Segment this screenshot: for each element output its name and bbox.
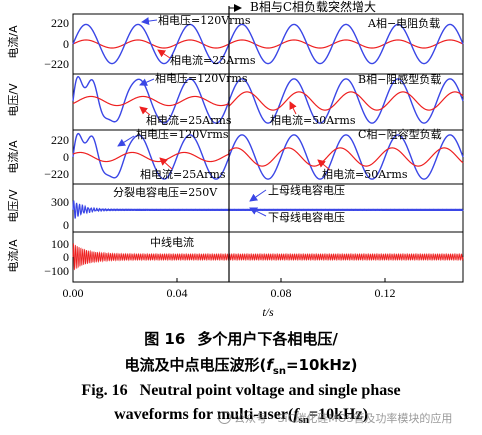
ytick-d-300: 300 — [51, 195, 69, 209]
caption-cn-f: f — [266, 356, 273, 374]
annotation-b-current-before: 相电流=25Arms — [146, 113, 232, 127]
annotation-c-voltage: 相电压=120Vrms — [136, 128, 229, 141]
xtick-label-1: 0.04 — [167, 286, 188, 300]
arrow-c-current-before — [159, 157, 173, 170]
panel-label-b: B相−阻感型负载 — [358, 72, 441, 86]
ylabel-a-phase: 电流/A — [6, 25, 20, 59]
arrow-c-current-after — [317, 159, 331, 171]
series-d-bus-voltage — [72, 200, 464, 219]
ytick-e-100: 100 — [51, 237, 69, 251]
waveform-figure: 电流/A 电压/V 电流/A 电压/V 电流/A 220 0 −220 相电压=… — [6, 0, 464, 319]
caption-en-line1: Fig. 16 Neutral point voltage and single … — [0, 382, 482, 400]
arrow-c-voltage — [117, 135, 135, 147]
arrow-b-current-before — [139, 106, 151, 116]
arrow-b-current-after — [289, 101, 297, 115]
arrow-d-upper — [249, 189, 267, 202]
panel-c-phase: 220 0 −220 相电压=120Vrms 相电流=25Arms 相电流=50… — [44, 127, 464, 185]
ylabel-b-phase: 电压/V — [7, 83, 20, 117]
caption-cn-sub: sn — [272, 366, 286, 377]
caption-cn-pre: 电流及中点电压波形( — [124, 356, 267, 374]
ylabel-neutral-current: 电流/A — [6, 239, 20, 273]
series-a-current — [72, 39, 464, 49]
series-b-current — [72, 91, 464, 111]
series-e-neutral-current — [72, 243, 464, 271]
x-axis-label: t/s — [262, 305, 274, 319]
panel-b-phase: 相电压=120Vrms 相电流=25Arms 相电流=50Arms B相−阻感型… — [72, 72, 464, 131]
annotation-c-current-before: 相电流=25Arms — [140, 167, 226, 181]
ytick-c-220: 220 — [51, 133, 69, 147]
caption-cn-line1: 图 16 多个用户下各相电压/ — [0, 328, 482, 349]
event-label: B相与C相负载突然增大 — [250, 0, 376, 14]
arrow-a-current — [157, 49, 171, 59]
caption-cn-number: 图 16 — [144, 330, 186, 348]
xtick-label-3: 0.12 — [375, 286, 396, 300]
caption-en-post: =10kHz) — [309, 406, 368, 423]
ytick-a-neg220: −220 — [44, 57, 69, 71]
watermark: 公众号 · SiC碳化硅MOS管及功率模块的应用 — [218, 410, 452, 426]
annotation-a-current: 相电流=25Arms — [170, 53, 256, 67]
panel-neutral-current: 100 0 −100 中线电流 — [44, 231, 464, 283]
ytick-a-220: 220 — [51, 16, 69, 30]
caption-en-pre: waveforms for multi-user( — [114, 406, 294, 423]
caption-cn-post: =10kHz) — [285, 356, 358, 374]
panel-split-capacitor: 300 0 分裂电容电压=250V 上母线电容电压 下母线电容电压 — [51, 183, 464, 233]
arrow-b-voltage — [139, 78, 155, 86]
caption-en-number: Fig. 16 — [81, 382, 128, 399]
series-a-voltage — [72, 23, 464, 65]
annotation-d-lower: 下母线电容电压 — [268, 210, 345, 224]
series-c-current — [72, 147, 464, 167]
series-c-voltage — [72, 132, 464, 180]
ytick-d-0: 0 — [63, 218, 69, 232]
annotation-b-voltage: 相电压=120Vrms — [155, 72, 248, 85]
ytick-c-neg220: −220 — [44, 167, 69, 181]
ytick-e-neg100: −100 — [44, 264, 69, 278]
caption-en-title: Neutral point voltage and single phase — [139, 382, 401, 399]
ytick-a-0: 0 — [63, 37, 69, 51]
caption-en-sub: sn — [298, 414, 310, 427]
annotation-d-upper: 上母线电容电压 — [268, 183, 345, 197]
ylabel-c-phase: 电流/A — [6, 140, 20, 174]
xtick-label-0: 0.00 — [63, 286, 84, 300]
watermark-text: 公众号 · SiC碳化硅MOS管及功率模块的应用 — [234, 412, 453, 425]
ytick-e-0: 0 — [63, 250, 69, 264]
ylabel-split-capacitor: 电压/V — [7, 189, 20, 223]
annotation-b-current-after: 相电流=50Arms — [270, 113, 356, 127]
series-b-voltage — [72, 76, 464, 124]
arrow-a-voltage — [141, 17, 158, 26]
annotation-c-current-after: 相电流=50Arms — [322, 167, 408, 181]
x-axis: 0.00 0.04 0.08 0.12 t/s — [63, 278, 396, 319]
arrow-d-lower — [249, 207, 267, 217]
xtick-label-2: 0.08 — [271, 286, 292, 300]
caption-cn-title: 多个用户下各相电压/ — [197, 330, 338, 348]
annotation-a-voltage: 相电压=120Vrms — [158, 14, 251, 27]
panel-label-c: C相−阻容型负载 — [358, 127, 442, 141]
annotation-e-neutral: 中线电流 — [150, 235, 194, 249]
ytick-c-0: 0 — [63, 150, 69, 164]
panel-a-phase: 220 0 −220 相电压=120Vrms 相电流=25Arms A相−电阻负… — [44, 13, 464, 75]
annotation-d-split: 分裂电容电压=250V — [113, 185, 218, 199]
caption-en-f: f — [293, 406, 299, 423]
panel-label-a: A相−电阻负载 — [367, 16, 440, 30]
wechat-icon — [218, 411, 231, 424]
caption-cn-line2: 电流及中点电压波形(fsn=10kHz) — [0, 354, 482, 377]
caption-en-line2: waveforms for multi-user(fsn=10kHz) — [0, 406, 482, 426]
